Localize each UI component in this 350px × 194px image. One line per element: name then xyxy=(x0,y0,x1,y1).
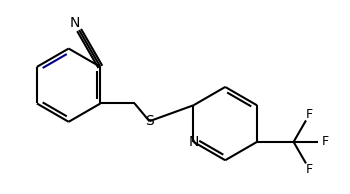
Text: F: F xyxy=(306,163,313,176)
Text: N: N xyxy=(188,135,199,149)
Text: S: S xyxy=(145,114,154,128)
Text: F: F xyxy=(322,135,329,148)
Text: F: F xyxy=(306,108,313,121)
Text: N: N xyxy=(70,16,80,30)
